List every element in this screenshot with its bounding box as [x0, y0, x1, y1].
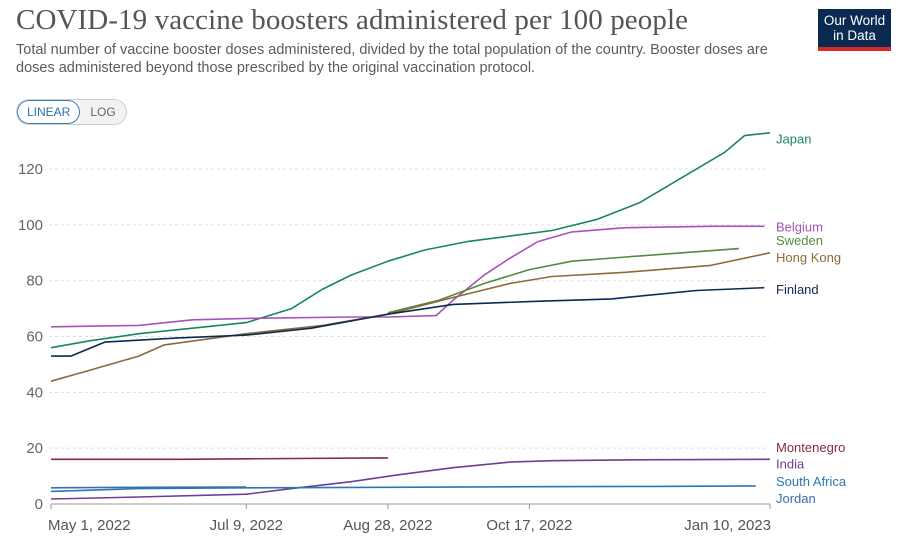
series-lines — [50, 132, 771, 500]
grid-lines — [49, 168, 770, 449]
series-line-montenegro — [51, 457, 388, 461]
logo-line-1: Our World — [823, 13, 886, 28]
series-line-south-africa — [50, 485, 756, 493]
y-tick-label: 60 — [26, 329, 43, 346]
log-scale-button[interactable]: LOG — [80, 100, 126, 124]
series-label-jordan: Jordan — [776, 491, 816, 506]
linear-scale-button[interactable]: LINEAR — [17, 100, 81, 124]
y-tick-label: 120 — [18, 161, 43, 178]
series-line-jordan — [50, 486, 247, 489]
series-label-hong-kong: Hong Kong — [776, 250, 841, 265]
owid-logo[interactable]: Our World in Data — [818, 9, 891, 51]
series-label-montenegro: Montenegro — [776, 440, 845, 455]
series-label-south-africa: South Africa — [776, 474, 847, 489]
logo-line-2: in Data — [833, 28, 876, 43]
chart-subtitle: Total number of vaccine booster doses ad… — [16, 42, 768, 76]
x-tick-label: May 1, 2022 — [48, 517, 131, 534]
y-tick-label: 20 — [26, 440, 43, 457]
series-line-sweden — [387, 247, 739, 314]
series-line-japan — [50, 132, 771, 349]
x-axis: May 1, 2022 Jul 9, 2022 Aug 28, 2022 Oct 17… — [48, 503, 771, 534]
series-label-finland: Finland — [776, 282, 819, 297]
y-axis-ticks: 0 20 40 60 80 100 120 — [18, 161, 43, 513]
y-tick-label: 40 — [26, 384, 43, 401]
scale-toggle: LINEAR LOG — [16, 99, 127, 125]
series-label-japan: Japan — [776, 131, 811, 146]
series-label-india: India — [776, 457, 805, 472]
y-tick-label: 100 — [18, 217, 43, 234]
x-tick-label: Jul 9, 2022 — [210, 517, 283, 534]
series-label-sweden: Sweden — [776, 233, 823, 248]
chart-title: COVID-19 vaccine boosters administered p… — [16, 4, 689, 36]
series-line-india — [50, 458, 771, 500]
y-tick-label: 80 — [26, 273, 43, 290]
x-tick-label: Oct 17, 2022 — [486, 517, 572, 534]
x-tick-label: Aug 28, 2022 — [343, 517, 432, 534]
y-tick-label: 0 — [35, 496, 43, 513]
series-label-belgium: Belgium — [776, 219, 823, 234]
series-line-belgium — [50, 225, 765, 328]
series-line-finland — [51, 286, 765, 357]
x-tick-label: Jan 10, 2023 — [684, 517, 771, 534]
